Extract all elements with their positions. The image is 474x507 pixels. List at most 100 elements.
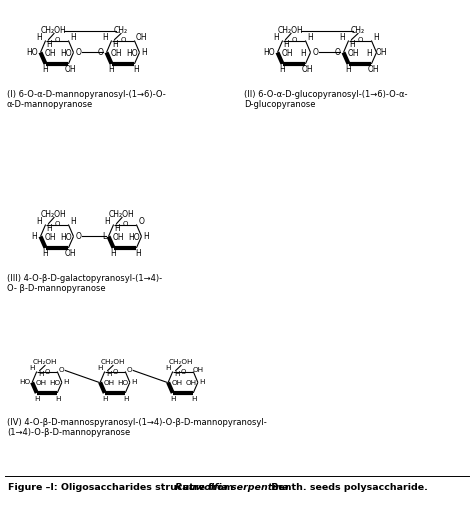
Text: H: H (43, 65, 48, 75)
Text: H: H (284, 40, 290, 49)
Text: H: H (113, 40, 118, 49)
Text: H: H (109, 65, 115, 75)
Text: OH: OH (110, 49, 122, 57)
Text: CH₂: CH₂ (351, 26, 365, 35)
Text: CH₂OH: CH₂OH (41, 26, 67, 35)
Text: (I) 6-O-α-D-mannopyranosyl-(1→6)-O-
α-D-mannopyranose: (I) 6-O-α-D-mannopyranosyl-(1→6)-O- α-D-… (7, 90, 166, 110)
Text: OH: OH (44, 233, 56, 241)
Text: H: H (71, 33, 76, 42)
Text: H: H (71, 217, 76, 226)
Text: H: H (174, 372, 180, 378)
Text: H: H (340, 33, 346, 42)
Text: O: O (180, 369, 186, 375)
Text: H: H (29, 366, 35, 372)
Text: (III) 4-O-β-D-galactopyranosyl-(1→4)-
O- β-D-mannopyranose: (III) 4-O-β-D-galactopyranosyl-(1→4)- O-… (7, 274, 162, 294)
Text: CH₂OH: CH₂OH (169, 359, 193, 366)
Text: Figure –I: Oligosaccharides strucutre from: Figure –I: Oligosaccharides strucutre fr… (8, 483, 237, 491)
Text: H: H (124, 396, 129, 402)
Text: H: H (350, 40, 356, 49)
Text: O: O (120, 38, 126, 44)
Text: O: O (292, 38, 297, 44)
Text: O: O (55, 38, 60, 44)
Text: H: H (170, 396, 175, 402)
Text: H: H (165, 366, 171, 372)
Text: CH₂OH: CH₂OH (278, 26, 304, 35)
Text: H: H (199, 379, 205, 385)
Text: OH: OH (103, 380, 115, 386)
Text: H: H (366, 49, 372, 57)
Text: H: H (134, 65, 139, 75)
Text: HO: HO (60, 233, 72, 241)
Text: HO: HO (128, 233, 140, 241)
Text: O: O (312, 48, 319, 57)
Text: OH: OH (281, 49, 293, 57)
Text: H: H (346, 65, 352, 75)
Text: H: H (191, 396, 197, 402)
Text: H: H (300, 49, 306, 57)
Text: HO: HO (263, 48, 274, 57)
Text: OH: OH (64, 249, 76, 259)
Text: O: O (357, 38, 363, 44)
Text: O: O (122, 222, 128, 228)
Text: H: H (102, 396, 108, 402)
Text: O: O (138, 217, 145, 226)
Text: H: H (115, 224, 120, 233)
Text: O: O (75, 232, 82, 241)
Text: OH: OH (36, 380, 46, 386)
Text: CH₂OH: CH₂OH (33, 359, 57, 366)
Text: H: H (63, 379, 69, 385)
Text: OH: OH (347, 49, 359, 57)
Text: O: O (55, 222, 60, 228)
Text: H: H (136, 249, 141, 259)
Text: OH: OH (301, 65, 313, 75)
Text: (II) 6-O-α-D-glucopyranosyl-(1→6)-O-α-
D-glucopyranose: (II) 6-O-α-D-glucopyranosyl-(1→6)-O-α- D… (244, 90, 408, 110)
Text: OH: OH (193, 367, 204, 373)
Text: OH: OH (172, 380, 182, 386)
Text: H: H (374, 33, 379, 42)
Text: L: L (102, 232, 107, 241)
Text: CH₂OH: CH₂OH (41, 210, 67, 219)
Text: HO: HO (26, 48, 37, 57)
Text: H: H (47, 224, 53, 233)
Text: O: O (127, 367, 132, 373)
Text: H: H (55, 396, 61, 402)
Text: H: H (32, 232, 37, 241)
Text: H: H (144, 232, 149, 241)
Text: H: H (106, 372, 111, 378)
Text: O: O (58, 367, 64, 373)
Text: OH: OH (185, 380, 197, 386)
Text: H: H (34, 396, 39, 402)
Text: H: H (36, 217, 43, 226)
Text: HO: HO (118, 380, 128, 386)
Text: CH₂OH: CH₂OH (109, 210, 135, 219)
Text: H: H (38, 372, 44, 378)
Text: HO: HO (60, 49, 72, 57)
Text: H: H (47, 40, 53, 49)
Text: H: H (131, 379, 137, 385)
Text: H: H (43, 249, 48, 259)
Text: O: O (112, 369, 118, 375)
Text: OH: OH (44, 49, 56, 57)
Text: OH: OH (136, 33, 147, 42)
Text: HO: HO (126, 49, 138, 57)
Text: H: H (103, 33, 109, 42)
Text: O: O (75, 48, 82, 57)
Text: HO: HO (19, 379, 30, 385)
Text: (IV) 4-O-β-D-mannospyranosyl-(1→4)-O-β-D-mannopyranosyl-
(1→4)-O-β-D-mannopyrano: (IV) 4-O-β-D-mannospyranosyl-(1→4)-O-β-D… (7, 418, 267, 438)
Text: OH: OH (368, 65, 379, 75)
Text: OH: OH (64, 65, 76, 75)
Text: H: H (280, 65, 285, 75)
Text: H: H (36, 33, 43, 42)
Text: Rauwolfia serpentina: Rauwolfia serpentina (175, 483, 289, 491)
Text: Benth. seeds polysaccharide.: Benth. seeds polysaccharide. (268, 483, 428, 491)
Text: H: H (97, 366, 102, 372)
Text: OH: OH (112, 233, 124, 241)
Text: H: H (273, 33, 280, 42)
Text: OH: OH (376, 48, 387, 57)
Text: O: O (98, 48, 103, 57)
Text: CH₂OH: CH₂OH (101, 359, 125, 366)
Text: H: H (111, 249, 117, 259)
Text: H: H (142, 48, 147, 57)
Text: H: H (105, 217, 110, 226)
Text: CH₂: CH₂ (114, 26, 128, 35)
